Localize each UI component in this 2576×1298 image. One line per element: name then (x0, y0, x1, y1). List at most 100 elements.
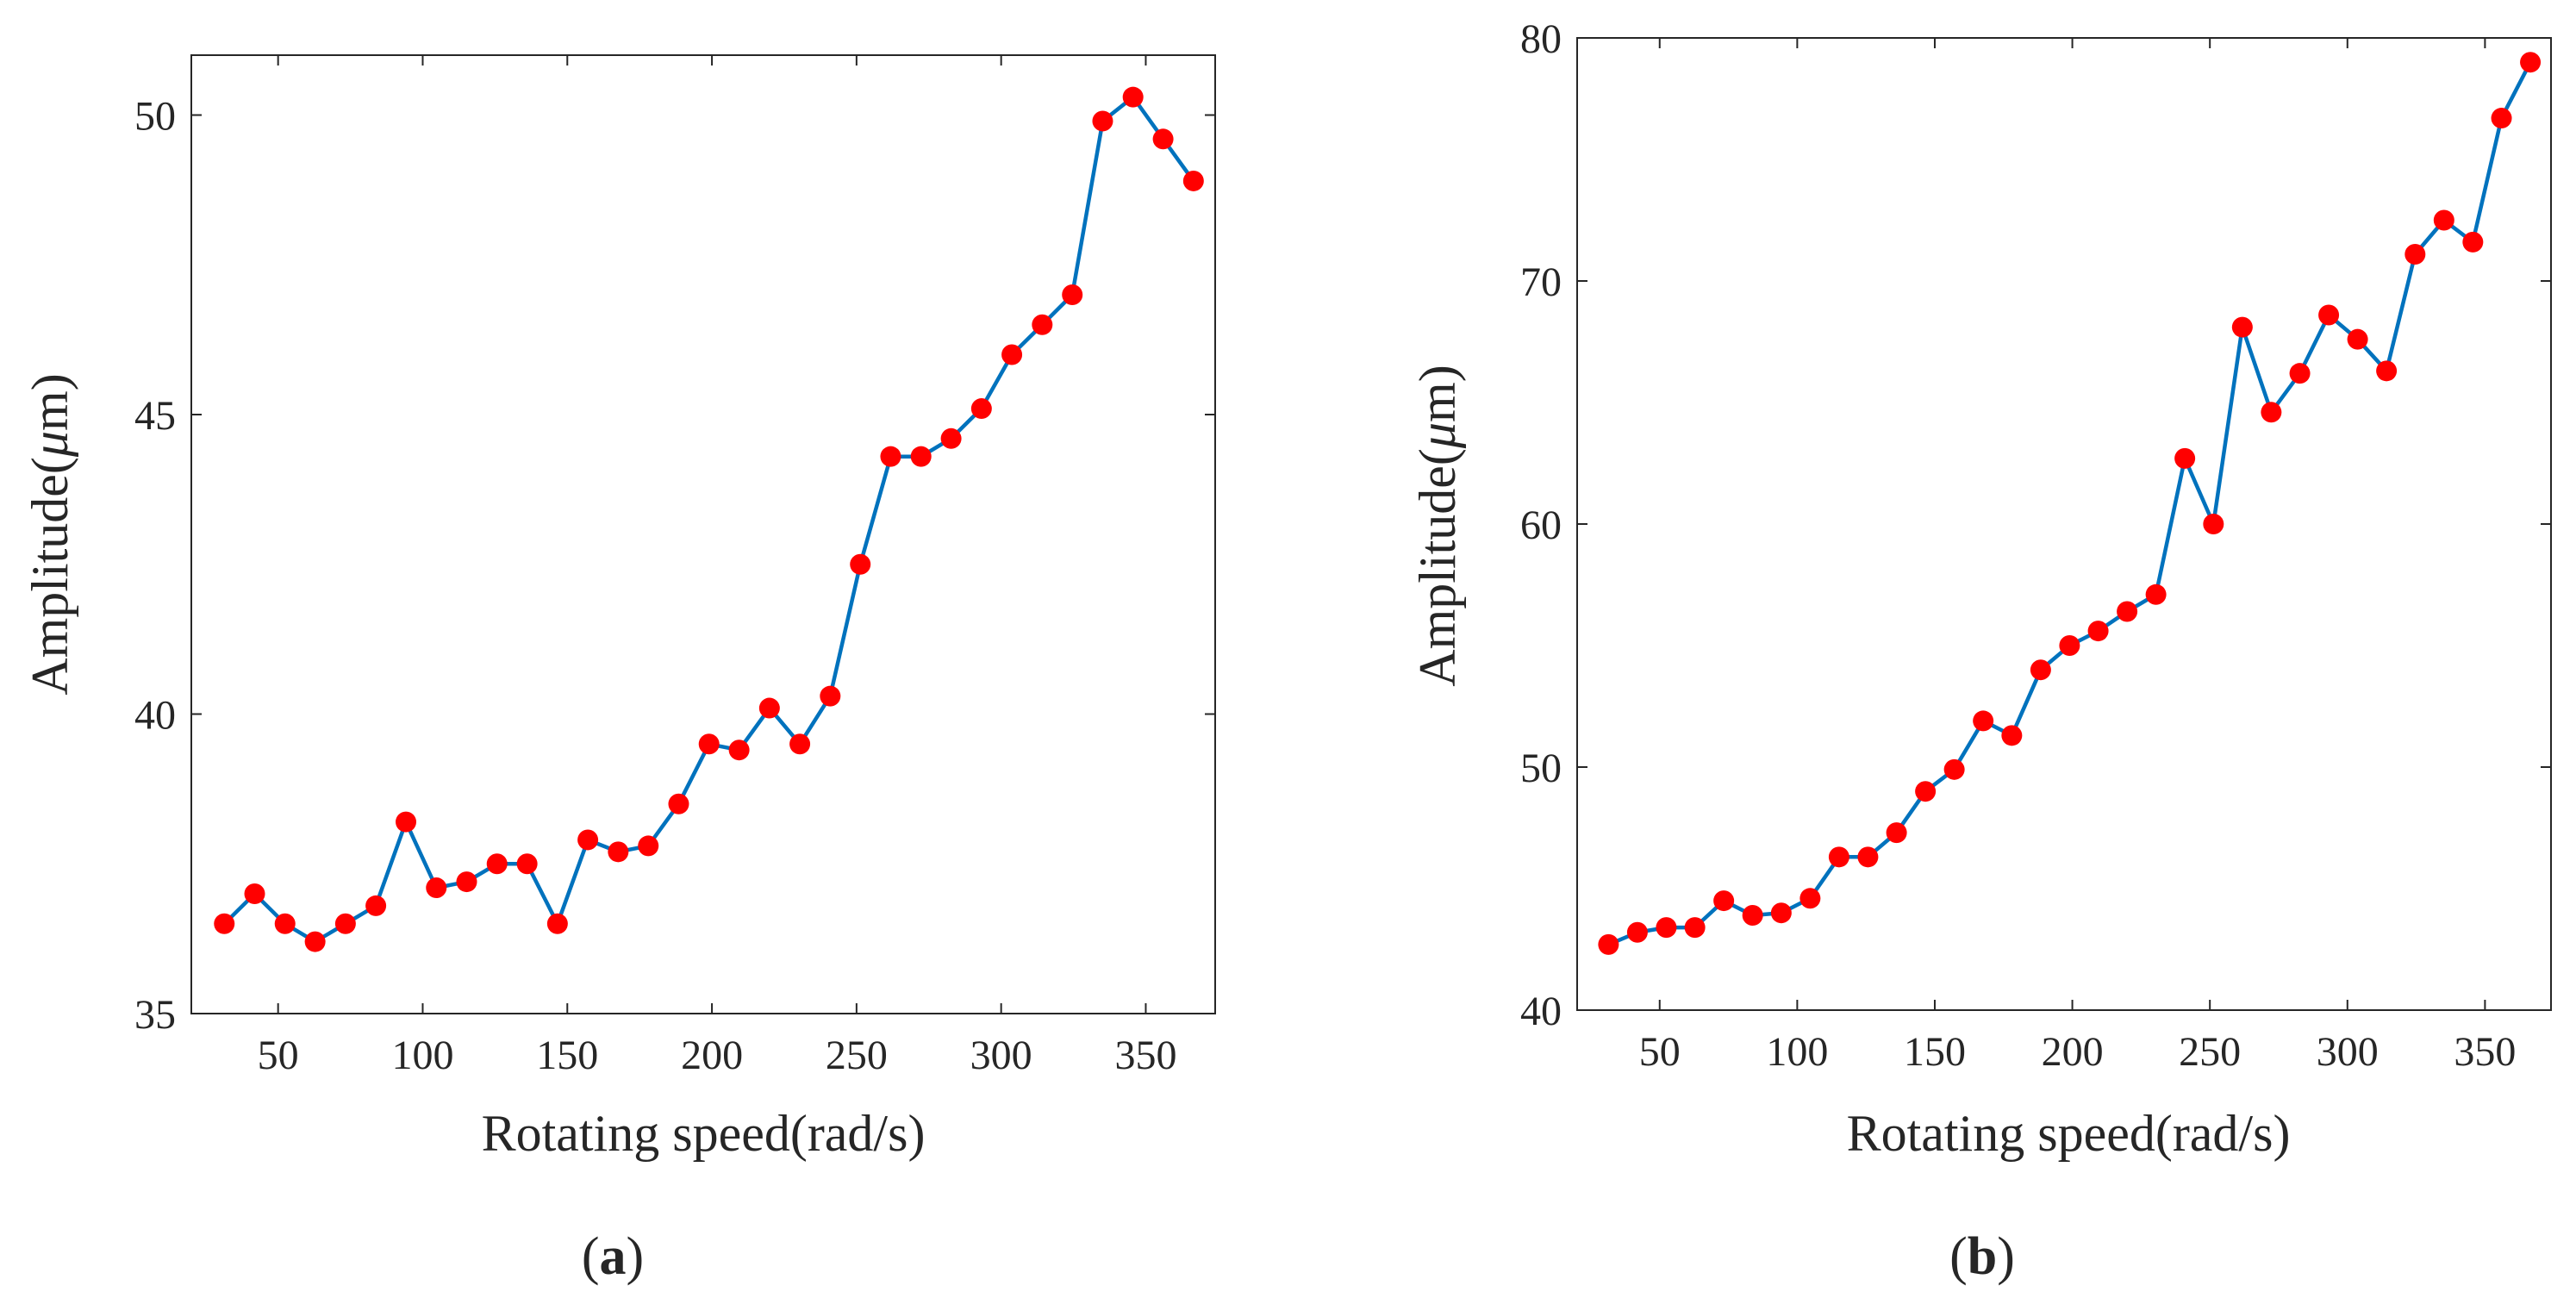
data-point (850, 553, 871, 575)
y-tick-label: 50 (134, 94, 176, 140)
data-point (2001, 725, 2023, 746)
data-point (486, 853, 508, 875)
data-point (2174, 447, 2196, 469)
data-point (940, 427, 962, 449)
data-point (2318, 304, 2340, 326)
data-point (1062, 284, 1083, 305)
x-tick-label: 350 (2454, 1029, 2516, 1075)
data-point (365, 895, 387, 916)
data-point (1001, 344, 1023, 365)
data-point (1598, 933, 1619, 955)
data-point (820, 685, 841, 707)
data-point (2030, 659, 2051, 681)
ticks-b: 50 100 150 200 250 300 350 40 50 60 70 80 (1520, 16, 2551, 1075)
data-point (2491, 108, 2512, 129)
data-point (910, 446, 932, 467)
marks-a (214, 86, 1204, 952)
y-axis-label-b: Amplitude(μm) (1409, 365, 1466, 686)
data-point (334, 913, 356, 934)
data-point (2376, 360, 2398, 382)
y-tick-label: 60 (1520, 502, 1562, 548)
data-point (2462, 231, 2484, 253)
data-point (1799, 888, 1821, 909)
x-axis-label-b: Rotating speed(rad/s) (1847, 1105, 2291, 1162)
data-point (638, 835, 659, 857)
data-point (1742, 905, 1763, 927)
data-point (214, 913, 235, 934)
data-point (2261, 402, 2282, 423)
data-point (304, 931, 326, 952)
data-point (2203, 514, 2224, 534)
data-point (1915, 781, 1937, 802)
data-point (1684, 917, 1706, 939)
y-tick-label: 80 (1520, 16, 1562, 62)
plot-area-a (190, 54, 1216, 1014)
x-tick-label: 150 (1904, 1029, 1966, 1075)
x-tick-label: 300 (970, 1033, 1032, 1078)
panel-label-b: (b) (1949, 1227, 2015, 1286)
data-point (1182, 170, 1204, 191)
data-point (1152, 128, 1174, 150)
data-point (2087, 621, 2109, 642)
y-tick-label: 70 (1520, 259, 1562, 305)
data-point (426, 877, 447, 899)
y-tick-label: 35 (134, 992, 176, 1038)
data-point (789, 733, 811, 755)
data-point (2404, 243, 2426, 265)
ticks-a: 50 100 150 200 250 300 350 35 40 45 50 (134, 55, 1215, 1078)
data-point (1828, 846, 1849, 868)
data-point (1032, 314, 1053, 335)
data-point (1886, 822, 1907, 844)
data-point (244, 883, 265, 904)
data-point (880, 446, 901, 467)
x-tick-label: 50 (1639, 1029, 1681, 1075)
data-point (1713, 890, 1735, 912)
data-point (2145, 583, 2167, 605)
data-point (2059, 635, 2080, 656)
y-tick-label: 50 (1520, 746, 1562, 791)
data-point (1656, 917, 1677, 939)
data-point (1092, 110, 1113, 132)
data-point (1857, 846, 1879, 868)
data-point (728, 739, 750, 761)
x-tick-label: 250 (826, 1033, 888, 1078)
data-point (1943, 758, 1965, 780)
panel-a: 50 100 150 200 250 300 350 35 40 45 50 Rotating sp… (22, 54, 1216, 1286)
data-point (396, 811, 417, 833)
data-point (456, 871, 477, 893)
marks-b (1598, 52, 2542, 955)
data-point (577, 829, 599, 851)
data-point (758, 697, 780, 719)
x-tick-label: 200 (2042, 1029, 2104, 1075)
plot-area-b (1576, 37, 2552, 1011)
y-tick-label: 45 (134, 393, 176, 439)
y-tick-label: 40 (134, 693, 176, 739)
x-tick-label: 100 (391, 1033, 453, 1078)
x-tick-label: 350 (1114, 1033, 1176, 1078)
data-point (2231, 316, 2253, 338)
data-point (1973, 710, 1994, 732)
data-point (698, 733, 720, 755)
data-point (970, 398, 992, 420)
x-axis-label-a: Rotating speed(rad/s) (482, 1105, 926, 1162)
data-point (516, 853, 538, 875)
y-tick-label: 40 (1520, 989, 1562, 1034)
data-point (608, 841, 629, 863)
data-point (1626, 921, 1648, 943)
panel-b: 50 100 150 200 250 300 350 40 50 60 70 80 Rotating … (1409, 16, 2552, 1286)
panel-label-a: (a) (582, 1227, 644, 1286)
data-point (546, 913, 568, 934)
data-point (2289, 363, 2311, 384)
x-tick-label: 250 (2179, 1029, 2241, 1075)
data-point (1770, 902, 1792, 924)
data-point (2347, 328, 2368, 350)
x-tick-label: 200 (681, 1033, 743, 1078)
data-point (2433, 209, 2454, 231)
x-tick-label: 150 (536, 1033, 598, 1078)
data-point (668, 793, 689, 814)
data-point (274, 913, 296, 934)
x-tick-label: 50 (258, 1033, 299, 1078)
data-point (2117, 601, 2138, 622)
data-point (1122, 86, 1144, 108)
